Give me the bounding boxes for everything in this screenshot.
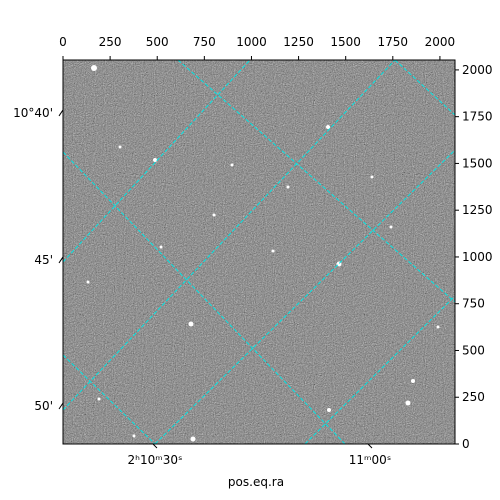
y-tick-label: 2000 — [462, 63, 493, 77]
x-tick-label: 1750 — [378, 35, 409, 49]
world-x-tick-label: 11ᵐ00ˢ — [349, 453, 392, 467]
x-tick-label: 250 — [99, 35, 122, 49]
world-y-tick-label: 50' — [34, 399, 53, 413]
world-x-tick — [367, 443, 373, 449]
y-tick-label: 750 — [462, 297, 485, 311]
x-tick-label: 1500 — [330, 35, 361, 49]
frame — [62, 59, 456, 445]
x-tick-label: 750 — [193, 35, 216, 49]
y-tick-label: 250 — [462, 390, 485, 404]
x-tick-label: 0 — [59, 35, 67, 49]
y-tick-label: 1250 — [462, 203, 493, 217]
y-tick-label: 1500 — [462, 156, 493, 170]
y-tick-label: 0 — [462, 437, 470, 451]
y-tick-label: 1750 — [462, 110, 493, 124]
y-tick-label: 500 — [462, 343, 485, 357]
y-tick-label: 1000 — [462, 250, 493, 264]
world-y-tick — [58, 256, 64, 264]
x-tick-label: 1000 — [236, 35, 267, 49]
x-tick-label: 2000 — [425, 35, 456, 49]
x-tick-label: 500 — [146, 35, 169, 49]
world-x-tick — [152, 443, 158, 449]
world-y-tick — [58, 402, 64, 410]
coordinate-grid — [63, 60, 455, 444]
x-tick-label: 1250 — [283, 35, 314, 49]
world-y-tick-label: 10°40' — [13, 106, 53, 120]
world-y-tick — [58, 109, 64, 117]
x-axis-label: pos.eq.ra — [228, 475, 284, 489]
world-y-tick-label: 45' — [34, 253, 53, 267]
image — [63, 60, 455, 444]
world-x-tick-label: 2ʰ10ᵐ30ˢ — [127, 453, 182, 467]
